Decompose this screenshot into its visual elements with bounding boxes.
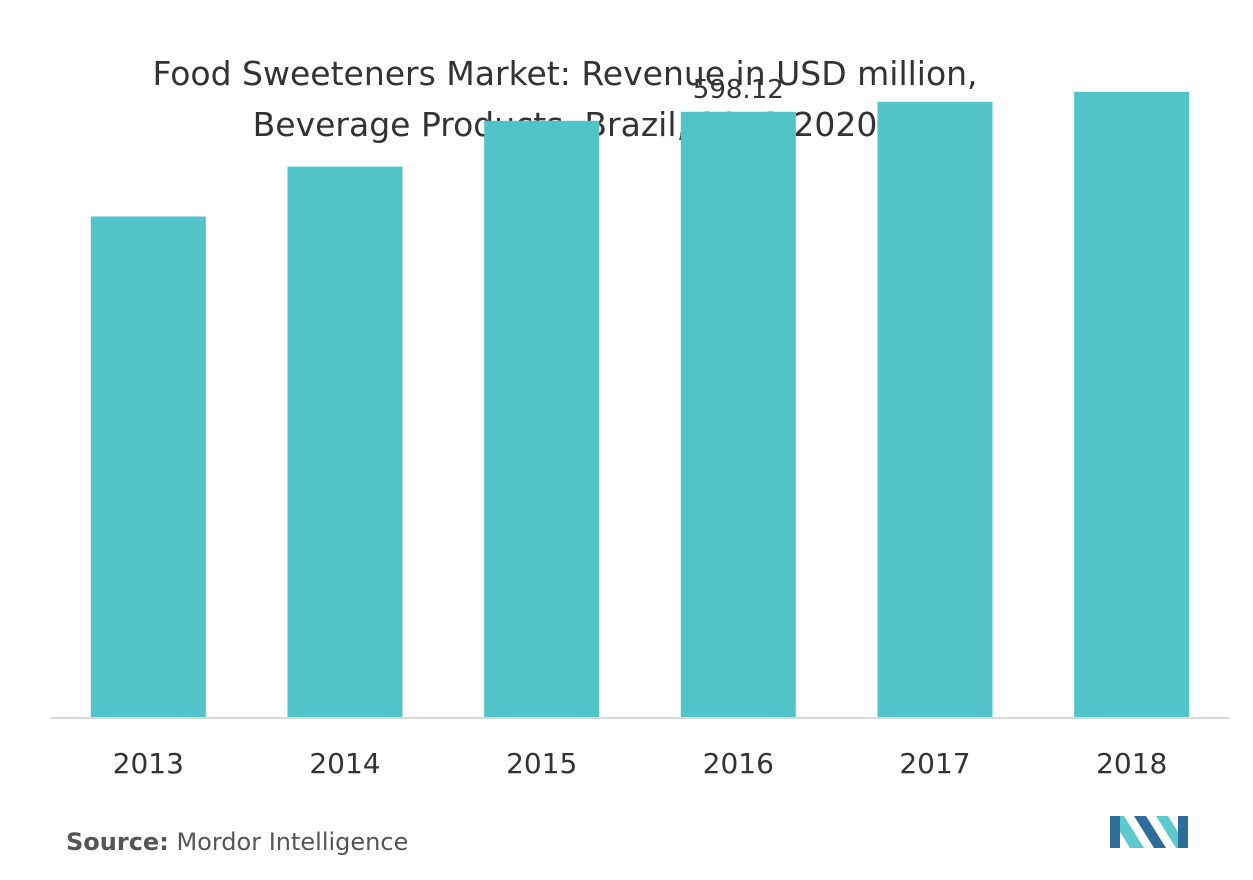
x-tick-label-2018: 2018 bbox=[1096, 747, 1167, 780]
source-name: Mordor Intelligence bbox=[176, 828, 409, 856]
bar-2016 bbox=[680, 111, 796, 719]
x-tick-label-2017: 2017 bbox=[899, 747, 970, 780]
logo-shape-mid bbox=[1134, 816, 1166, 848]
source-note: Source: Mordor Intelligence bbox=[66, 828, 408, 856]
bar-2015 bbox=[484, 120, 600, 719]
bar-2013 bbox=[90, 216, 206, 718]
chart-title-line-1: Food Sweeteners Market: Revenue in USD m… bbox=[152, 54, 978, 93]
bar-2014 bbox=[287, 166, 403, 719]
source-label: Source: bbox=[66, 828, 169, 856]
mordor-intelligence-logo-icon bbox=[1110, 816, 1188, 848]
x-tick-label-2016: 2016 bbox=[703, 747, 774, 780]
bar-2017 bbox=[877, 101, 993, 719]
data-label-2016: 598.12 bbox=[693, 75, 784, 105]
data-label-group: 598.12 bbox=[693, 75, 784, 105]
x-tick-label-2015: 2015 bbox=[506, 747, 577, 780]
bar-group bbox=[90, 91, 1190, 719]
logo-shape-right-dark bbox=[1178, 816, 1188, 848]
x-tick-label-group: 2013 2014 2015 2016 2017 2018 bbox=[113, 747, 1168, 780]
x-tick-label-2013: 2013 bbox=[113, 747, 184, 780]
x-tick-label-2014: 2014 bbox=[309, 747, 380, 780]
bar-2018 bbox=[1074, 91, 1190, 719]
logo-shape-left-dark bbox=[1110, 816, 1120, 848]
